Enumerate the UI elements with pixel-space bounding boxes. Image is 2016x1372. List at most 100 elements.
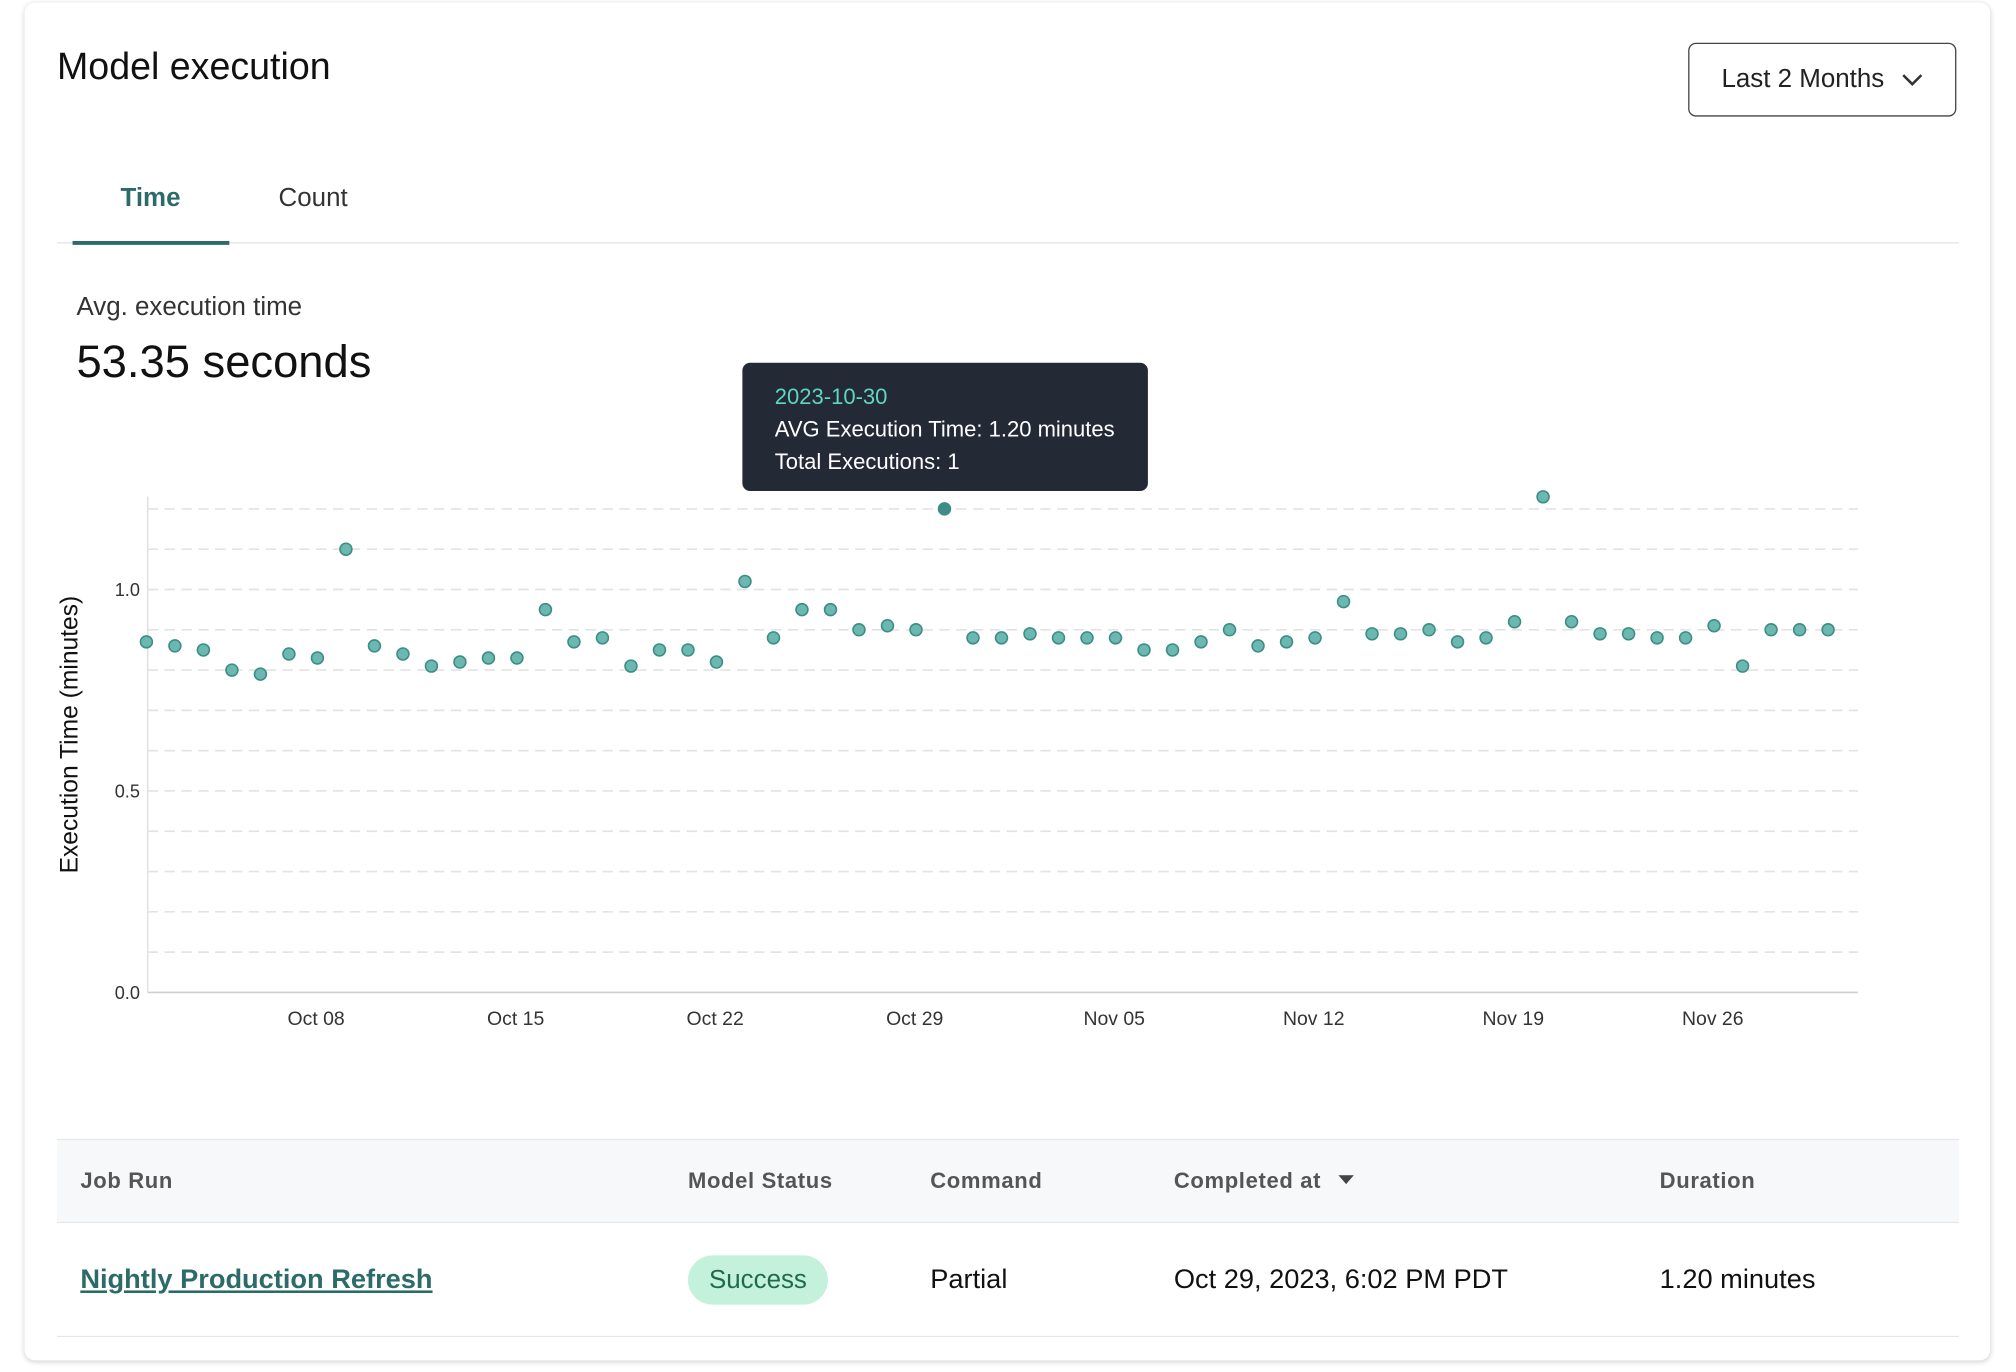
data-point [1365,627,1379,641]
data-point [1479,631,1493,645]
data-point [453,655,467,669]
data-point [1222,623,1237,637]
data-point [652,643,667,657]
x-tick-label: Oct 08 [288,1008,345,1030]
data-point [709,655,724,669]
x-tick-label: Oct 15 [487,1008,544,1030]
job-run-link[interactable]: Nightly Production Refresh [80,1264,433,1295]
x-tick-label: Nov 26 [1682,1008,1744,1030]
y-axis-label: Execution Time (minutes) [57,596,84,874]
data-point [253,667,268,681]
job-runs-table: Job Run Model Status Command Completed a… [57,1138,1959,1338]
data-point [567,635,581,649]
data-point [1593,627,1607,641]
x-tick-label: Nov 05 [1083,1008,1145,1030]
data-point [1707,619,1721,633]
data-point [1279,635,1294,649]
data-point [1165,643,1180,657]
data-point [1821,623,1835,637]
data-point [367,639,382,653]
data-point [909,623,923,637]
data-point [1422,623,1436,637]
data-point [1678,631,1693,645]
data-point [766,631,781,645]
data-point [937,502,952,516]
data-point [595,631,610,645]
avg-execution-label: Avg. execution time [76,292,303,322]
data-point [852,623,866,637]
date-range-label: Last 2 Months [1721,64,1885,94]
table-row: Nightly Production Refresh Success Parti… [57,1223,1959,1338]
data-point [424,659,439,673]
column-command[interactable]: Command [930,1168,1043,1194]
data-point [510,651,524,665]
data-point [481,651,496,665]
column-completed-at-label: Completed at [1173,1168,1322,1194]
tooltip-date: 2023-10-30 [774,384,888,410]
chart-tooltip: 2023-10-30 AVG Execution Time: 1.20 minu… [742,362,1148,492]
execution-time-chart: 0.0 0.5 1.0 Oct 08 Oct 15 Oct 22 Oct 29 Nov 05 N… [57,490,1858,1030]
chevron-down-icon [1902,73,1923,86]
data-point [1308,631,1322,645]
x-tick-label: Nov 12 [1283,1008,1345,1030]
data-point [880,619,895,633]
data-point [339,542,353,556]
date-range-select[interactable]: Last 2 Months [1688,42,1957,117]
model-execution-card [24,2,1991,1361]
completed-at-cell: Oct 29, 2023, 6:02 PM PDT [1173,1264,1509,1295]
column-model-status[interactable]: Model Status [687,1168,833,1194]
data-point [1251,639,1265,653]
data-point [1735,659,1750,673]
column-duration[interactable]: Duration [1659,1168,1756,1194]
page-title: Model execution [57,46,331,89]
y-tick-label: 0.5 [115,781,140,801]
data-point [168,639,182,653]
data-point [681,643,695,657]
data-point [282,647,296,661]
data-point [1051,631,1066,645]
tooltip-avg-time: AVG Execution Time: 1.20 minutes [774,417,1115,442]
data-point [1507,614,1522,629]
active-tab-indicator [72,240,230,245]
avg-execution-value: 53.35 seconds [76,336,372,388]
data-point [1393,627,1408,641]
data-point [1336,594,1351,609]
data-point [994,631,1009,645]
x-tick-label: Oct 29 [886,1008,943,1030]
status-badge: Success [687,1255,828,1305]
column-completed-at[interactable]: Completed at [1174,1169,1354,1195]
data-point [1621,627,1636,641]
data-point [1536,490,1550,504]
data-point [310,651,325,665]
y-tick-label: 1.0 [115,580,140,600]
table-header: Job Run Model Status Command Completed a… [57,1138,1959,1224]
data-point [196,643,211,657]
tab-count[interactable]: Count [278,183,348,213]
data-point [1764,623,1778,637]
data-point [1108,631,1123,645]
data-point [1792,623,1807,637]
data-point [624,659,638,673]
x-tick-label: Nov 19 [1482,1008,1544,1030]
y-tick-label: 0.0 [115,983,140,1003]
data-point [225,663,239,677]
data-point [1137,643,1151,657]
sort-descending-icon [1338,1175,1354,1185]
tooltip-total-executions: Total Executions: 1 [774,449,960,475]
data-point [1450,635,1465,649]
x-tick-label: Oct 22 [687,1008,744,1030]
command-cell: Partial [930,1264,1008,1295]
data-point [139,635,154,649]
data-point [823,602,838,617]
duration-cell: 1.20 minutes [1659,1264,1816,1295]
data-point [966,631,980,645]
data-point [795,602,809,617]
data-point [738,574,752,589]
column-job-run[interactable]: Job Run [80,1168,173,1194]
data-point [1650,631,1664,645]
tab-time[interactable]: Time [120,183,181,213]
tab-bar: Time Count [57,168,1959,245]
data-point [1023,627,1037,641]
data-point [538,602,553,617]
data-point [396,647,410,661]
